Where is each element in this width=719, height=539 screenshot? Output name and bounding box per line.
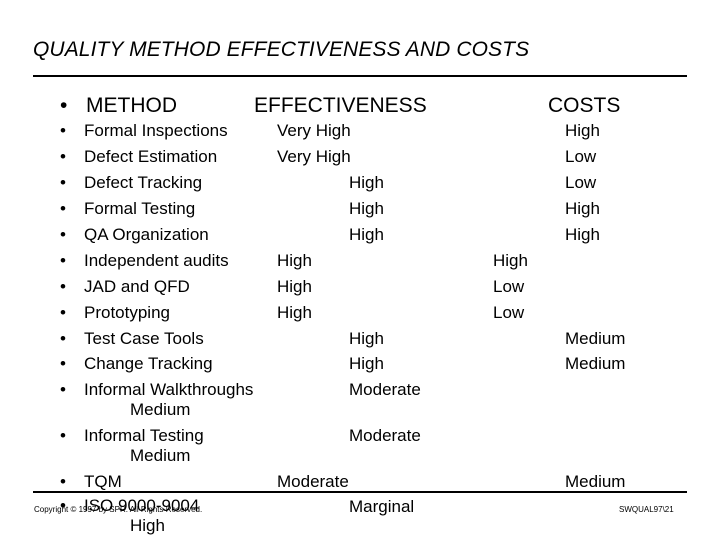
cost-value: High [565, 199, 600, 218]
bullet: • [60, 199, 66, 218]
header-costs: COSTS [548, 94, 621, 117]
cost-value: Medium [565, 472, 626, 491]
cost-value: Low [565, 147, 597, 166]
method-label: JAD and QFD [84, 277, 190, 296]
cost-value: High [130, 516, 165, 535]
header-method: METHOD [86, 94, 177, 117]
method-label: Independent audits [84, 251, 229, 270]
bullet: • [60, 496, 66, 515]
cost-value: Medium [565, 329, 626, 348]
cost-value: Medium [565, 354, 626, 373]
bullet: • [60, 277, 66, 296]
effectiveness-value: High [277, 303, 312, 322]
effectiveness-value: Moderate [277, 472, 349, 491]
effectiveness-value: Moderate [349, 380, 421, 399]
cost-value: High [565, 121, 600, 140]
effectiveness-value: Marginal [349, 497, 415, 516]
bullet: • [60, 426, 66, 445]
method-label: Defect Tracking [84, 173, 203, 192]
slide-title: QUALITY METHOD EFFECTIVENESS AND COSTS [33, 38, 530, 61]
cost-value: Medium [130, 400, 191, 419]
effectiveness-value: High [349, 199, 384, 218]
bullet: • [60, 173, 66, 192]
cost-value: High [565, 225, 600, 244]
method-label: Prototyping [84, 303, 170, 322]
cost-value: Medium [130, 446, 191, 465]
method-label: Test Case Tools [84, 329, 204, 348]
effectiveness-value: High [277, 277, 312, 296]
bullet: • [60, 251, 66, 270]
method-label: QA Organization [84, 225, 209, 244]
method-label: Informal Testing [84, 426, 204, 445]
cost-value: Low [565, 173, 597, 192]
method-label: Formal Inspections [84, 121, 228, 140]
effectiveness-value: Very High [277, 147, 351, 166]
bullet: • [60, 354, 66, 373]
method-label: Defect Estimation [84, 147, 218, 166]
effectiveness-value: High [349, 173, 384, 192]
bullet: • [60, 472, 66, 491]
top-divider [33, 75, 687, 77]
bullet: • [60, 121, 66, 140]
method-label: Change Tracking [84, 354, 213, 373]
method-label: Informal Walkthroughs [84, 380, 254, 399]
bullet: • [60, 303, 66, 322]
effectiveness-value: High [349, 354, 384, 373]
method-label: ISO 9000-9004 [84, 496, 200, 515]
bullet: • [60, 329, 66, 348]
cost-value: Low [493, 277, 525, 296]
bullet: • [60, 380, 66, 399]
cost-value: Low [493, 303, 525, 322]
bottom-divider [33, 491, 687, 493]
effectiveness-value: Moderate [349, 426, 421, 445]
slide-code: SWQUAL97\21 [619, 505, 674, 514]
bullet: • [60, 225, 66, 244]
effectiveness-value: Very High [277, 121, 351, 140]
method-label: TQM [84, 472, 122, 491]
effectiveness-value: High [349, 225, 384, 244]
method-label: Formal Testing [84, 199, 196, 218]
cost-value: High [493, 251, 528, 270]
effectiveness-value: High [349, 329, 384, 348]
effectiveness-value: High [277, 251, 312, 270]
header-bullet: • [60, 94, 68, 117]
bullet: • [60, 147, 66, 166]
header-effectiveness: EFFECTIVENESS [254, 94, 427, 117]
copyright-notice: Copyright © 1997 by SPR. All Rights Rese… [34, 505, 203, 514]
